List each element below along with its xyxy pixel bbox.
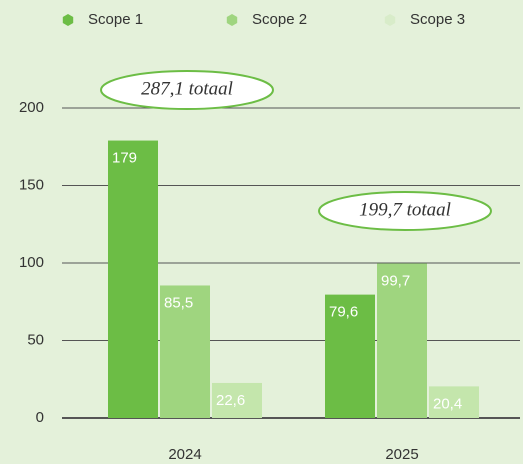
legend-marker: [226, 14, 238, 26]
value-label: 85,5: [164, 294, 193, 311]
value-label: 22,6: [216, 392, 245, 409]
legend-label: Scope 1: [88, 11, 143, 28]
bar: [212, 382, 262, 418]
bar: [160, 285, 210, 418]
y-tick-label: 100: [19, 254, 44, 271]
y-tick-label: 200: [19, 99, 44, 116]
bar: [429, 386, 479, 418]
value-label: 20,4: [433, 395, 462, 412]
bar: [325, 294, 375, 418]
x-tick-label: 2024: [168, 446, 201, 463]
legend-marker: [384, 14, 396, 26]
bar: [108, 140, 158, 419]
annotation: 287,1 totaal: [141, 78, 233, 99]
x-tick-label: 2025: [385, 446, 418, 463]
value-label: 179: [112, 150, 137, 167]
annotation-bubble: [318, 191, 492, 231]
bar: [377, 263, 427, 418]
value-label: 99,7: [381, 272, 410, 289]
y-tick-label: 50: [27, 331, 44, 348]
legend-label: Scope 2: [252, 11, 307, 28]
annotation: 199,7 totaal: [359, 199, 451, 220]
legend-marker: [62, 14, 74, 26]
annotation-bubble: [100, 70, 274, 110]
legend-label: Scope 3: [410, 11, 465, 28]
y-tick-label: 150: [19, 176, 44, 193]
y-tick-label: 0: [36, 409, 44, 426]
value-label: 79,6: [329, 304, 358, 321]
